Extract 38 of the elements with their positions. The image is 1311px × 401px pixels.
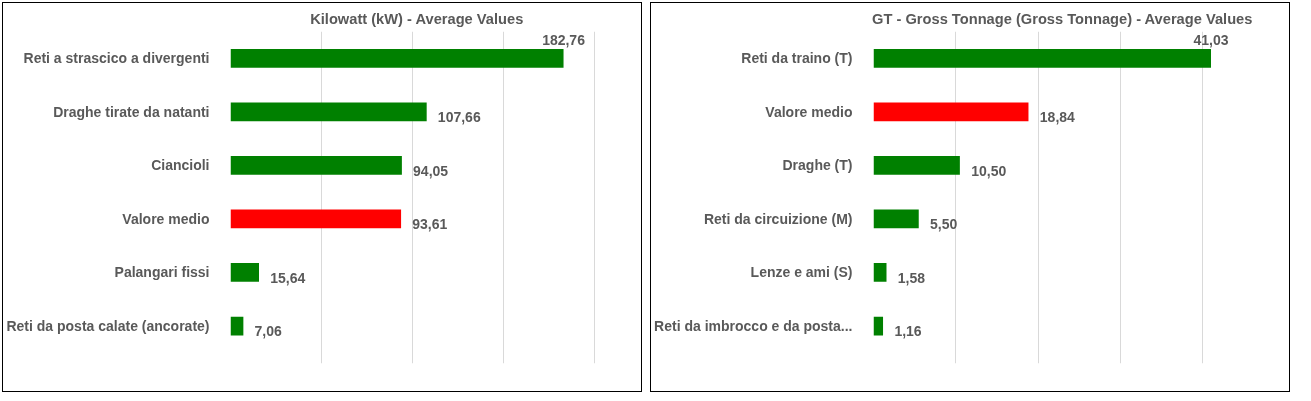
y-tick-label: Lenze e ami (S) — [750, 264, 853, 281]
y-tick-label: Reti da imbrocco e da posta... — [654, 318, 853, 335]
bar — [873, 263, 887, 282]
data-label: 1,58 — [897, 269, 926, 286]
data-label: 41,03 — [1193, 31, 1229, 48]
bar — [873, 156, 960, 175]
data-label: 182,76 — [542, 31, 586, 48]
y-tick-label: Valore medio — [765, 103, 853, 120]
chart-title: Kilowatt (kW) - Average Values — [310, 10, 524, 27]
data-label: 1,16 — [894, 323, 922, 340]
data-label: 7,06 — [254, 323, 283, 340]
bar — [230, 48, 564, 68]
bar — [873, 102, 1029, 122]
bar — [873, 48, 1211, 68]
bar — [873, 316, 884, 336]
y-tick-label: Reti da circuizione (M) — [703, 210, 853, 227]
data-label: 5,50 — [930, 216, 958, 233]
data-label: 107,66 — [437, 109, 481, 126]
y-tick-label: Ciancioli — [151, 157, 210, 174]
bar — [873, 209, 919, 229]
bar — [230, 156, 402, 175]
bar — [230, 209, 402, 229]
bar — [230, 102, 427, 122]
data-label: 15,64 — [270, 269, 306, 286]
y-tick-label: Draghe tirate da natanti — [53, 103, 210, 120]
bar — [230, 316, 244, 336]
data-label: 93,61 — [412, 216, 448, 233]
y-tick-label: Reti da traino (T) — [741, 50, 853, 67]
y-tick-label: Palangari fissi — [114, 264, 210, 281]
chart-title: GT - Gross Tonnage (Gross Tonnage) - Average Values — [872, 10, 1253, 27]
data-label: 10,50 — [971, 162, 1007, 179]
data-label: 18,84 — [1039, 109, 1076, 126]
y-tick-label: Valore medio — [122, 210, 210, 227]
bar — [230, 263, 259, 282]
y-tick-label: Draghe (T) — [782, 157, 853, 174]
y-tick-label: Reti a strascico a divergenti — [23, 50, 210, 67]
data-label: 94,05 — [413, 162, 449, 179]
y-tick-label: Reti da posta calate (ancorate) — [6, 318, 210, 335]
